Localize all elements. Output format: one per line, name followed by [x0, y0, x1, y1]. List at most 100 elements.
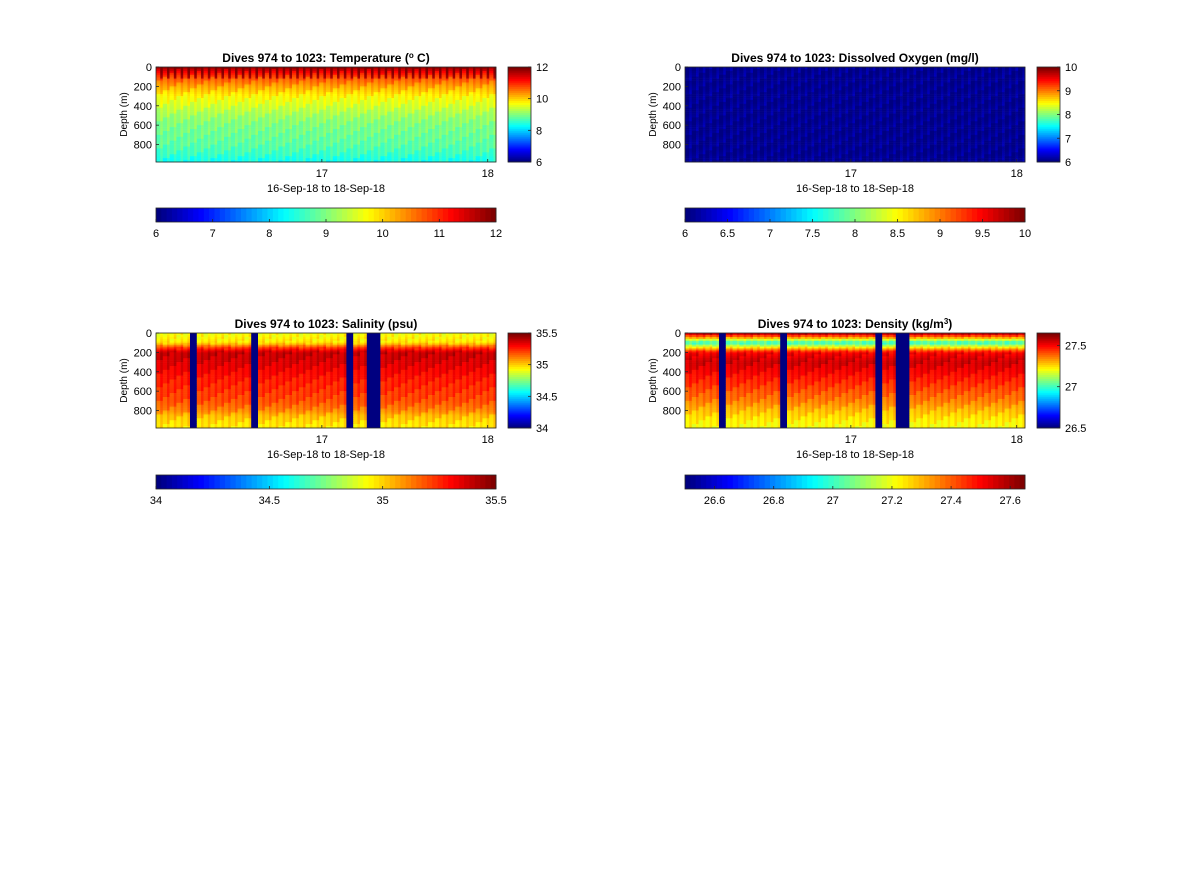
temperature-cell-gap [167, 115, 170, 118]
temperature-cell-gap [221, 154, 225, 157]
temperature-cell-gap [377, 92, 381, 95]
temperature-cell [196, 144, 202, 147]
temperature-cell-gap [493, 123, 497, 126]
temperature-cell-gap [167, 158, 170, 161]
temperature-cell-gap [473, 107, 476, 110]
temperature-cell [326, 111, 331, 114]
temperature-cell-gap [445, 121, 449, 124]
temperature-cell [190, 113, 195, 116]
temperature-cell [332, 146, 338, 149]
temperature-cell [407, 129, 413, 132]
temperature-cell-gap [364, 107, 368, 110]
temperature-cell [373, 160, 379, 163]
temperature-cell-gap [173, 154, 177, 157]
temperature-cell [373, 78, 379, 81]
temperature-cell [271, 140, 277, 143]
temperature-cell-gap [228, 123, 232, 126]
temperature-cell-gap [309, 136, 313, 140]
temperature-cell-gap [384, 144, 388, 147]
temperature-cell-gap [282, 113, 286, 116]
temperature-cell-gap [411, 72, 415, 76]
temperature-cell-gap [371, 70, 374, 74]
temperature-cell-gap [180, 98, 184, 101]
temperature-cell-gap [473, 90, 476, 93]
temperature-cell [162, 150, 168, 153]
temperature-cell-gap [391, 160, 395, 163]
temperature-cell [162, 152, 168, 155]
temperature-cell [230, 99, 236, 103]
temperature-cell-gap [194, 70, 198, 74]
temperature-cell-gap [411, 80, 415, 83]
temperature-cell-gap [180, 142, 184, 145]
temperature-cell [210, 154, 215, 157]
temperature-cell-gap [425, 86, 429, 89]
temperature-cell-gap [452, 67, 456, 70]
temperature-cell [312, 113, 317, 116]
temperature-cell-gap [214, 107, 218, 110]
temperature-cell-gap [473, 82, 476, 85]
temperature-cell-gap [248, 127, 252, 130]
temperature-cell [441, 67, 447, 70]
temperature-cell [448, 150, 453, 153]
temperature-cell-gap [398, 80, 402, 83]
temperature-cell-gap [262, 76, 266, 79]
temperature-cell-gap [262, 115, 266, 118]
temperature-bottom-colorbar-band [156, 208, 162, 222]
temperature-cell-gap [201, 92, 204, 95]
temperature-cell-gap [418, 134, 422, 138]
temperature-cell [353, 160, 358, 163]
temperature-cell-gap [173, 82, 177, 85]
temperature-cell-gap [405, 154, 408, 157]
temperature-cell [244, 130, 249, 134]
temperature-cell [278, 103, 283, 107]
temperature-cell [183, 80, 188, 83]
temperature-cell [298, 109, 304, 112]
temperature-cell-gap [371, 84, 374, 87]
temperature-cell [258, 132, 263, 136]
temperature-cell-gap [432, 119, 436, 122]
temperature-cell [366, 68, 372, 72]
temperature-cell-gap [187, 103, 191, 107]
temperature-cell-gap [398, 123, 402, 126]
temperature-cell-gap [377, 107, 381, 110]
temperature-cell-gap [405, 115, 408, 118]
temperature-cell-gap [391, 82, 395, 85]
temperature-cell [366, 109, 372, 112]
temperature-cell-gap [235, 68, 238, 72]
temperature-cell-gap [228, 138, 232, 141]
temperature-cell-gap [248, 154, 252, 157]
temperature-cell-gap [289, 111, 293, 114]
temperature-cell-gap [255, 129, 259, 132]
temperature-cell [387, 138, 392, 141]
temperature-cell-gap [255, 119, 259, 122]
temperature-side-colorbar-band [508, 126, 531, 129]
temperature-cell-gap [486, 129, 490, 132]
temperature-cell-gap [405, 158, 408, 161]
temperature-cell-gap [282, 123, 286, 126]
temperature-cell-gap [377, 127, 381, 130]
temperature-cell [387, 67, 392, 70]
temperature-cell-gap [411, 105, 415, 109]
temperature-cell [244, 103, 249, 107]
temperature-cell [339, 142, 345, 145]
temperature-cell [271, 123, 277, 126]
temperature-cell-gap [466, 154, 470, 157]
temperature-cell-gap [343, 68, 347, 72]
temperature-cell [196, 90, 202, 93]
temperature-cell [407, 82, 413, 85]
temperature-cell-gap [466, 160, 470, 163]
temperature-cell-gap [167, 156, 170, 159]
temperature-cell [380, 84, 385, 87]
temperature-cell [183, 121, 188, 124]
temperature-cell-gap [405, 92, 408, 95]
temperature-cell [326, 138, 331, 141]
temperature-cell-gap [228, 158, 232, 161]
temperature-side-colorbar-label: 10 [536, 94, 548, 106]
temperature-cell [292, 152, 297, 155]
temperature-cell [373, 125, 379, 128]
temperature-cell-gap [289, 138, 293, 141]
temperature-cell-gap [180, 84, 184, 87]
temperature-cell [482, 150, 487, 153]
temperature-cell-gap [473, 130, 476, 134]
temperature-cell [468, 150, 474, 153]
